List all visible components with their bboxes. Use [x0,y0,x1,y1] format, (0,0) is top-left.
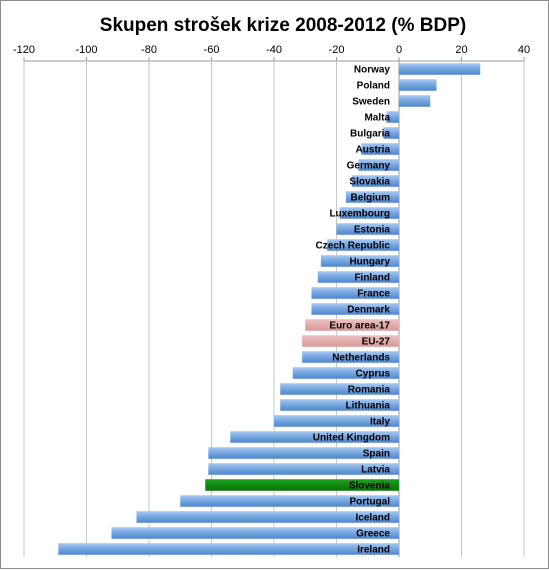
category-label: Malta [364,113,390,124]
x-tick-label: 40 [518,44,530,56]
category-label: Iceland [356,513,390,524]
bar-slovenia [205,479,399,491]
category-labels: Norway Poland Sweden Malta Bulgaria Austria Ge… [313,65,391,556]
bar-ireland [58,543,399,555]
bar-hungary [320,255,399,267]
bar-latvia [208,463,399,475]
chart-title: Skupen strošek krize 2008-2012 (% BDP) [100,15,466,36]
category-label: Latvia [361,465,390,476]
bar-sweden [399,95,431,107]
x-tick-label: -60 [204,44,220,56]
bar-cyprus [292,367,399,379]
bar-slovakia [352,175,399,187]
category-label: Ireland [357,545,390,556]
bar-greece [111,527,399,539]
category-label: Austria [356,145,391,156]
bar-belgium [345,191,399,203]
category-label: EU-27 [362,337,391,348]
category-label: Hungary [349,257,390,268]
category-label: France [357,289,390,300]
category-label: Norway [354,65,391,76]
category-label: Portugal [349,497,390,508]
category-label: Luxembourg [329,209,390,220]
bar-bulgaria [383,127,399,139]
bar-denmark [311,303,399,315]
bar-italy [274,415,399,427]
category-label: Belgium [351,193,391,204]
bar-portugal [180,495,399,507]
x-tick-label: -80 [141,44,157,56]
category-label: Sweden [352,97,390,108]
bars [58,63,481,555]
x-tick-label: -40 [266,44,282,56]
category-label: Poland [357,81,390,92]
bar-czech-republic [327,239,399,251]
category-label: Euro area-17 [329,321,390,332]
bar-norway [399,63,481,75]
bar-austria [361,143,399,155]
bar-luxembourg [339,207,399,219]
category-label: Germany [347,161,391,172]
category-label: Spain [363,449,390,460]
bar-iceland [136,511,399,523]
bar-euro-area-17 [305,319,399,331]
category-label: Denmark [347,305,390,316]
bar-netherlands [302,351,399,363]
category-label: Italy [370,417,390,428]
x-tick-label: -120 [13,44,35,56]
bar-estonia [336,223,399,235]
bar-spain [208,447,399,459]
category-label: Estonia [354,225,391,236]
category-label: Romania [348,385,391,396]
x-tick-label: 20 [455,44,467,56]
x-tick-label: -100 [75,44,97,56]
category-label: Netherlands [332,353,390,364]
x-tick-label: 0 [396,44,402,56]
category-label: Slovakia [349,177,390,188]
category-label: Czech Republic [316,241,391,252]
category-label: Slovenia [349,481,391,492]
category-label: Bulgaria [350,129,390,140]
bar-poland [399,79,437,91]
bar-france [311,287,399,299]
category-label: Cyprus [356,369,391,380]
bar-lithuania [280,399,399,411]
bar-romania [280,383,399,395]
bar-united-kingdom [230,431,399,443]
category-label: Lithuania [346,401,391,412]
bar-eu-27 [302,335,399,347]
x-tick-label: -20 [329,44,345,56]
bar-germany [358,159,399,171]
category-label: Finland [354,273,390,284]
category-label: United Kingdom [313,433,390,444]
bar-malta [386,111,399,123]
bar-finland [317,271,399,283]
category-label: Greece [356,529,390,540]
x-tick-labels: -120 -100 -80 -60 -40 -20 0 20 40 [13,44,530,56]
